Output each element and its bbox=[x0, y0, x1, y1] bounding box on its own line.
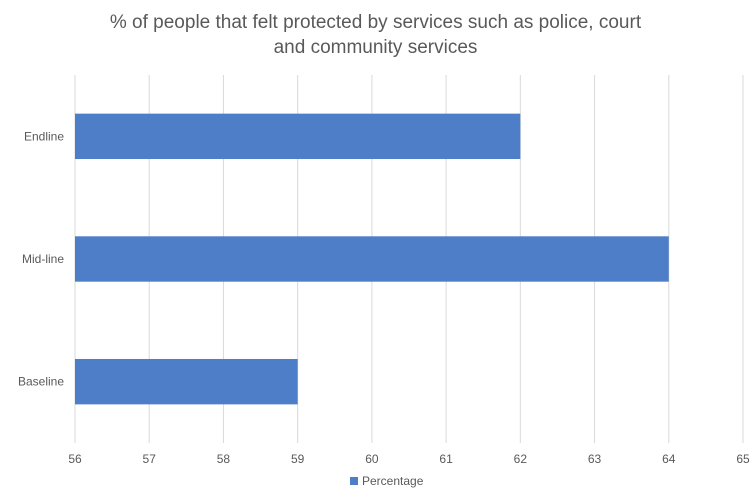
x-tick-label: 57 bbox=[143, 452, 157, 466]
x-tick-label: 65 bbox=[736, 452, 750, 466]
chart-title: % of people that felt protected by servi… bbox=[0, 10, 751, 60]
category-labels: Endline Mid-line Baseline bbox=[18, 129, 64, 388]
category-label: Mid-line bbox=[22, 252, 64, 266]
chart-title-line-2: and community services bbox=[273, 37, 478, 58]
category-label: Endline bbox=[24, 129, 64, 143]
x-tick-label: 60 bbox=[365, 452, 379, 466]
legend: Percentage bbox=[350, 474, 424, 488]
x-tick-label: 64 bbox=[662, 452, 676, 466]
x-tick-label: 63 bbox=[588, 452, 602, 466]
x-tick-label: 61 bbox=[439, 452, 453, 466]
x-tick-labels: 56 57 58 59 60 61 62 63 64 65 bbox=[68, 452, 750, 466]
category-label: Baseline bbox=[18, 375, 64, 389]
x-tick-label: 58 bbox=[217, 452, 231, 466]
bar bbox=[75, 358, 298, 405]
bars bbox=[75, 113, 669, 405]
chart-title-line-1: % of people that felt protected by servi… bbox=[109, 12, 642, 33]
bar bbox=[75, 236, 669, 282]
legend-label: Percentage bbox=[362, 474, 424, 488]
x-tick-label: 59 bbox=[291, 452, 305, 466]
x-tick-label: 62 bbox=[514, 452, 528, 466]
x-tick-label: 56 bbox=[68, 452, 82, 466]
legend-swatch bbox=[350, 477, 358, 485]
bar bbox=[75, 113, 521, 160]
